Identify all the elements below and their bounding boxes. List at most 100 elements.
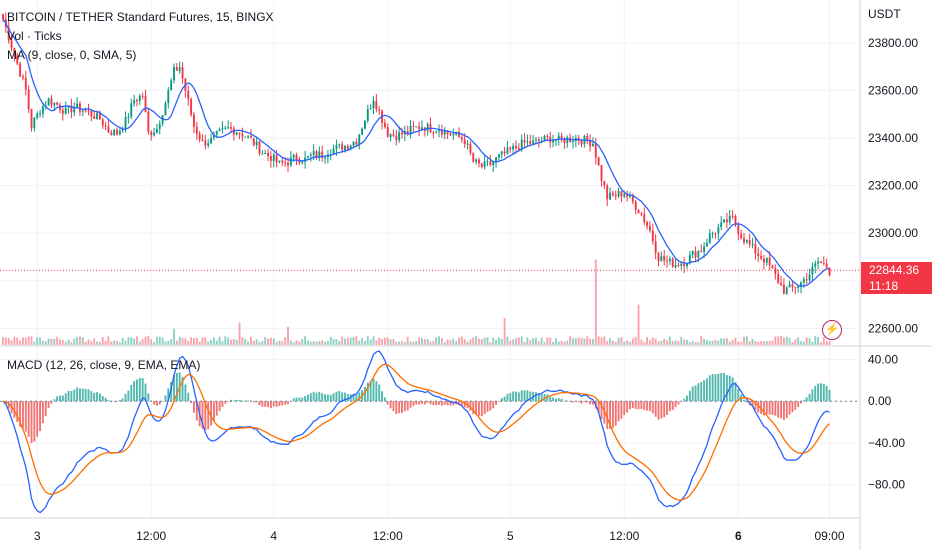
candle bbox=[606, 185, 609, 200]
legend-volume[interactable]: Vol · Ticks bbox=[7, 29, 62, 44]
candle bbox=[409, 125, 412, 134]
macd-tick-label: 40.00 bbox=[868, 353, 898, 367]
candle bbox=[244, 136, 247, 138]
volume-bar bbox=[782, 337, 785, 345]
price-tick-label: 23800.00 bbox=[868, 36, 918, 50]
candle bbox=[116, 129, 118, 135]
volume-bar bbox=[341, 336, 344, 345]
macd-histogram-bar bbox=[366, 382, 369, 402]
volume-bar bbox=[503, 318, 506, 345]
candle bbox=[64, 107, 67, 114]
candle bbox=[227, 127, 230, 129]
macd-histogram-bar bbox=[617, 401, 620, 422]
macd-histogram-bar bbox=[136, 379, 138, 402]
macd-histogram-bar bbox=[543, 394, 546, 402]
signal-line[interactable] bbox=[2, 363, 830, 501]
volume-bar bbox=[472, 337, 475, 345]
volume-bar bbox=[426, 339, 429, 345]
volume-bar bbox=[218, 336, 221, 345]
volume-bar bbox=[486, 337, 489, 345]
macd-histogram-bar bbox=[101, 396, 104, 402]
legend-macd[interactable]: MACD (12, 26, close, 9, EMA, EMA) bbox=[7, 358, 200, 373]
volume-bar bbox=[711, 340, 714, 345]
volume-bar bbox=[594, 259, 597, 345]
volume-bar bbox=[295, 340, 298, 345]
candle bbox=[492, 161, 495, 165]
candle bbox=[817, 261, 820, 264]
candle bbox=[497, 154, 500, 158]
chart-title[interactable]: BITCOIN / TETHER Standard Futures, 15, B… bbox=[7, 10, 274, 24]
candle bbox=[358, 134, 361, 145]
macd-histogram-bar bbox=[184, 384, 187, 402]
legend-ma[interactable]: MA (9, close, 0, SMA, 5) bbox=[7, 48, 136, 63]
ma-line[interactable] bbox=[2, 18, 830, 287]
alert-bolt-icon[interactable]: ⚡ bbox=[822, 320, 842, 340]
volume-bar bbox=[324, 341, 326, 345]
candle bbox=[378, 109, 381, 111]
volume-bar bbox=[335, 339, 338, 345]
macd-histogram-bar bbox=[643, 401, 646, 410]
volume-bar bbox=[421, 338, 423, 345]
macd-histogram-bar bbox=[432, 401, 435, 406]
macd-histogram-bar bbox=[443, 401, 446, 405]
macd-histogram-bar bbox=[118, 400, 121, 402]
macd-label: MACD (12, 26, close, 9, EMA, EMA) bbox=[7, 358, 201, 372]
volume-bar bbox=[822, 337, 825, 345]
candle bbox=[751, 243, 754, 245]
volume-bar bbox=[777, 336, 780, 345]
volume-bar bbox=[312, 341, 315, 345]
volume-bar bbox=[24, 337, 27, 345]
candle bbox=[252, 138, 255, 145]
macd-histogram-bar bbox=[458, 401, 460, 406]
volume-bar bbox=[520, 336, 523, 345]
volume-bar bbox=[700, 336, 703, 345]
volume-bar bbox=[771, 340, 774, 345]
macd-histogram-bar bbox=[475, 401, 478, 415]
volume-bar bbox=[318, 341, 321, 345]
macd-histogram-bar bbox=[817, 383, 820, 402]
macd-histogram-bar bbox=[626, 401, 629, 413]
volume-bar bbox=[480, 339, 483, 345]
candle bbox=[532, 140, 535, 144]
volume-bar bbox=[364, 340, 366, 345]
candle bbox=[580, 140, 583, 145]
volume-bar bbox=[250, 336, 252, 345]
macd-histogram-bar bbox=[30, 401, 33, 444]
volume-bar bbox=[440, 338, 443, 345]
volume-bar bbox=[500, 338, 503, 345]
macd-histogram-bar bbox=[805, 397, 808, 402]
candle bbox=[537, 139, 540, 142]
macd-histogram-bar bbox=[449, 401, 452, 406]
macd-histogram-bar bbox=[406, 401, 409, 411]
volume-bar bbox=[79, 336, 81, 345]
macd-histogram-bar bbox=[460, 401, 463, 406]
volume-bar bbox=[212, 337, 215, 345]
candle bbox=[611, 192, 614, 195]
macd-histogram-bar bbox=[771, 401, 774, 415]
macd-histogram-bar bbox=[161, 401, 164, 402]
candle bbox=[406, 130, 409, 134]
volume-bar bbox=[136, 336, 138, 345]
volume-bar bbox=[423, 339, 426, 345]
candle bbox=[757, 253, 760, 256]
volume-bar bbox=[190, 337, 193, 345]
macd-histogram-bar bbox=[338, 390, 341, 402]
volume-bar bbox=[563, 341, 566, 345]
candle bbox=[460, 136, 463, 140]
volume-bar bbox=[540, 337, 543, 345]
macd-line[interactable] bbox=[2, 350, 830, 514]
price-tick-label: 23200.00 bbox=[868, 179, 918, 193]
macd-histogram-bar bbox=[312, 391, 315, 402]
volume-bar bbox=[332, 338, 335, 345]
macd-histogram-bar bbox=[13, 401, 16, 418]
volume-bar bbox=[170, 339, 173, 345]
volume-bar bbox=[284, 336, 287, 345]
macd-histogram-bar bbox=[763, 401, 765, 416]
candle bbox=[56, 102, 59, 105]
candle bbox=[495, 157, 497, 162]
candle bbox=[401, 132, 403, 135]
candle bbox=[267, 153, 269, 157]
volume-bar bbox=[150, 339, 153, 345]
